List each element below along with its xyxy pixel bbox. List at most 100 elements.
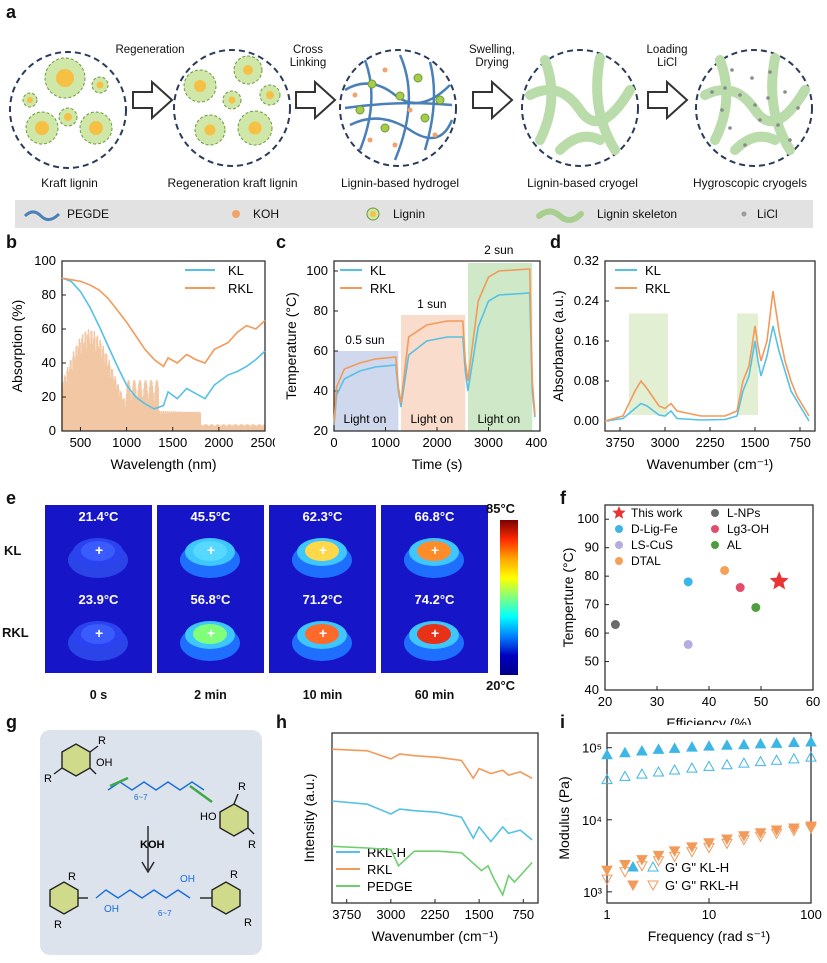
- panel-h-label: h: [276, 712, 287, 732]
- legend-label: D-Lig-Fe: [631, 522, 678, 536]
- plot-frame: [61, 260, 266, 432]
- panel-c-label: c: [276, 232, 287, 252]
- thermal-temp-label: 74.2°C: [414, 592, 455, 607]
- series-line-RKL: [331, 748, 533, 780]
- point-G' KL-H: [738, 738, 750, 750]
- arrow-label-3: Loading LiCl: [646, 44, 688, 69]
- point-G" RKL-H: [668, 851, 681, 863]
- legend-label: G' G" KL-H: [665, 860, 729, 875]
- series-line-KL: [333, 292, 536, 426]
- step-label-1: Regeneration kraft lignin: [167, 176, 298, 190]
- x-tick-label: 1000: [112, 435, 141, 450]
- panel-i-label: i: [560, 712, 566, 732]
- x-tick-label: 3750: [606, 435, 635, 450]
- x-axis-title: Wavelength (nm): [110, 456, 216, 472]
- legend-label: DTAL: [631, 554, 661, 568]
- thermal-col-1: 2 min: [194, 688, 227, 702]
- point-G' KL-H: [686, 741, 698, 752]
- point-G" RKL-H: [721, 838, 733, 850]
- x-tick-label: 40: [702, 694, 716, 709]
- licl-icon: [741, 211, 747, 217]
- svg-text:+: +: [319, 625, 327, 641]
- r-label-1: R: [98, 735, 106, 747]
- kraft-lignin-circle: [9, 51, 127, 169]
- point-G' RKL-H: [652, 850, 665, 862]
- x-axis-title: Frequency (rad s⁻¹): [648, 928, 771, 944]
- pegde-icon: [23, 210, 61, 221]
- arrow-4: [647, 79, 689, 121]
- lignin-icon: [366, 207, 380, 221]
- point-LS-CuS: [683, 639, 693, 649]
- thermal-col-2: 10 min: [302, 688, 343, 702]
- thermal-image: +23.9°C: [45, 588, 152, 673]
- legend-licl: LiCl: [757, 207, 778, 221]
- cryogel-circle: [521, 49, 639, 167]
- chart-f-scatter: Efficiency (%) Temperture (°C) 20 30 40 50 60 4…: [560, 504, 820, 725]
- point-G" RKL-H: [738, 835, 750, 846]
- highlight-band: [629, 313, 668, 415]
- legend-marker: [711, 541, 719, 549]
- x-tick-label: 50: [754, 694, 768, 709]
- series-line-KL: [604, 325, 810, 422]
- thermal-scale-min: 20°C: [486, 678, 516, 693]
- y-tick-label: 50: [585, 654, 599, 669]
- point-G" KL-H: [788, 752, 800, 764]
- x-tick-label: 10: [702, 907, 716, 922]
- point-G' KL-H: [703, 740, 715, 751]
- thermal-temp-label: 62.3°C: [302, 509, 343, 524]
- sun-annotation: 0.5 sun: [345, 333, 384, 347]
- chart-i-modulus: Modulus (Pa) Frequency (rad s⁻¹) 1 10 100 10³…: [556, 732, 822, 944]
- y-tick-label: 10³: [583, 885, 602, 900]
- legend-marker: [627, 880, 639, 892]
- panel-a-schematic: [9, 49, 813, 169]
- legend-label: G' G" RKL-H: [665, 878, 739, 893]
- step-label-3: Lignin-based cryogel: [527, 176, 638, 190]
- x-tick-label: 500: [70, 435, 92, 450]
- legend-marker: [615, 557, 623, 565]
- svg-text:R: R: [248, 839, 256, 851]
- legend-marker: [615, 525, 623, 533]
- thermal-image: +21.4°C: [45, 505, 152, 590]
- svg-text:R: R: [244, 917, 252, 929]
- light-on-region: [467, 263, 533, 431]
- legend-label: Lg3-OH: [727, 522, 769, 536]
- svg-text:OH: OH: [104, 904, 119, 915]
- legend-lignin: Lignin: [393, 207, 426, 221]
- point-G" RKL-H: [754, 831, 767, 843]
- y-tick-label: 60: [314, 343, 328, 358]
- x-tick-label: 2000: [204, 435, 233, 450]
- x-tick-label: 0: [330, 435, 337, 450]
- x-tick-label: 1500: [741, 435, 770, 450]
- legend-label: RKL: [367, 862, 392, 877]
- point-DTAL: [720, 565, 730, 575]
- point-G" RKL-H: [619, 867, 631, 878]
- point-G" KL-H: [686, 762, 698, 773]
- y-axis-title: Temperature (°C): [283, 292, 299, 400]
- svg-text:6~7: 6~7: [134, 793, 148, 802]
- point-G" KL-H: [601, 773, 613, 785]
- svg-text:OH: OH: [180, 874, 195, 885]
- legend-marker: [647, 860, 659, 872]
- y-tick-label: 60: [585, 625, 599, 640]
- light-on-region: [334, 351, 399, 431]
- arrow-label-2: Swelling, Drying: [468, 44, 516, 69]
- series-line-PEDGE: [331, 845, 533, 897]
- panel-e-label: e: [6, 488, 17, 508]
- x-tick-label: 100: [800, 907, 822, 922]
- svg-text:+: +: [207, 625, 215, 641]
- step-label-2: Lignin-based hydrogel: [340, 176, 460, 190]
- panel-f-label: f: [560, 488, 566, 508]
- point-G' KL-H: [652, 743, 665, 754]
- arrow-1: [132, 79, 174, 121]
- point-G" KL-H: [703, 760, 715, 771]
- point-G" KL-H: [619, 770, 631, 781]
- x-tick-label: 750: [512, 907, 534, 922]
- legend-label: PEDGE: [367, 879, 413, 894]
- x-tick-label: 750: [789, 435, 811, 450]
- point-G' KL-H: [788, 736, 800, 748]
- svg-text:R: R: [238, 781, 246, 793]
- thermal-temp-label: 66.8°C: [414, 509, 455, 524]
- svg-text:+: +: [207, 542, 215, 558]
- y-tick-label: 80: [314, 303, 328, 318]
